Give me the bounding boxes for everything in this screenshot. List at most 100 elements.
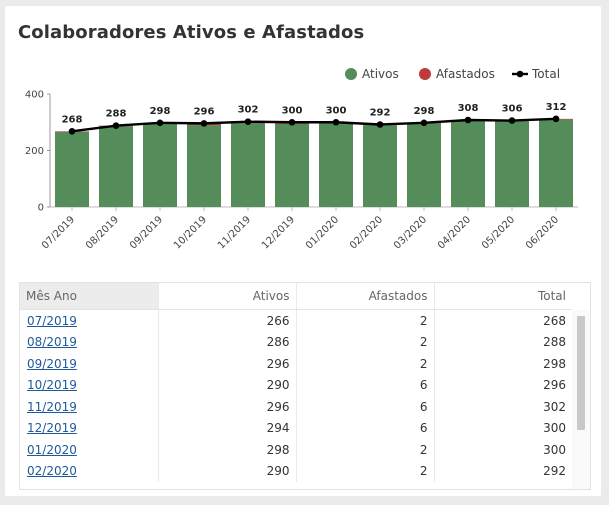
cell-ativos: 296	[157, 353, 296, 375]
cell-afastados: 2	[295, 460, 434, 482]
bar-ativos	[99, 126, 133, 207]
cell-mes-ano: 07/2019	[20, 310, 158, 332]
total-data-label: 308	[458, 103, 479, 114]
total-data-label: 298	[150, 106, 171, 117]
column-header-mes-ano[interactable]: Mês Ano	[20, 283, 158, 310]
cell-afastados: 6	[295, 396, 434, 418]
total-point	[508, 117, 516, 124]
bar-ativos	[187, 125, 221, 207]
month-link[interactable]: 02/2020	[27, 464, 77, 479]
legend-ativos-marker	[345, 68, 357, 80]
bar-ativos	[495, 121, 529, 207]
x-tick-label: 10/2019	[172, 214, 209, 251]
cell-mes-ano: 01/2020	[20, 439, 158, 461]
cell-mes-ano: 11/2019	[20, 396, 158, 418]
bar-ativos	[55, 131, 89, 207]
cell-afastados: 2	[295, 331, 434, 353]
bar-ativos	[407, 123, 441, 207]
total-point	[200, 120, 208, 127]
table-row: 07/2019 266 2 268	[20, 309, 572, 332]
cell-ativos: 298	[157, 439, 296, 461]
total-data-label: 300	[282, 105, 303, 116]
column-header-afastados[interactable]: Afastados	[295, 283, 434, 310]
legend-ativos-label: Ativos	[362, 67, 399, 81]
cell-total: 300	[433, 417, 572, 439]
cell-afastados: 6	[295, 374, 434, 396]
y-tick-label: 200	[25, 146, 44, 157]
table-row: 02/2020 290 2 292	[20, 460, 572, 483]
total-data-label: 296	[194, 106, 215, 117]
cell-mes-ano: 02/2020	[20, 461, 158, 483]
legend-total-marker	[516, 70, 524, 78]
cell-mes-ano: 10/2019	[20, 375, 158, 397]
chart-title: Colaboradores Ativos e Afastados	[18, 22, 365, 43]
month-link[interactable]: 10/2019	[27, 378, 77, 393]
cell-mes-ano: 08/2019	[20, 332, 158, 354]
cell-total: 298	[433, 353, 572, 375]
column-header-ativos[interactable]: Ativos	[157, 283, 296, 310]
cell-mes-ano: 09/2019	[20, 353, 158, 375]
cell-total: 296	[433, 374, 572, 396]
x-tick-label: 12/2019	[260, 214, 297, 251]
legend-total-label: Total	[531, 67, 560, 81]
total-data-label: 306	[502, 104, 523, 115]
month-link[interactable]: 07/2019	[27, 313, 77, 328]
month-link[interactable]: 11/2019	[27, 399, 77, 414]
x-tick-label: 08/2019	[84, 214, 121, 251]
cell-total: 288	[433, 331, 572, 353]
x-tick-label: 11/2019	[216, 214, 253, 251]
cell-afastados: 2	[295, 309, 434, 332]
cell-ativos: 294	[157, 417, 296, 439]
table-scrollbar-thumb[interactable]	[577, 316, 585, 430]
total-point	[332, 118, 340, 126]
x-tick-label: 04/2020	[436, 214, 473, 251]
total-point	[112, 122, 120, 129]
table-row: 09/2019 296 2 298	[20, 353, 572, 375]
x-tick-label: 06/2020	[524, 214, 561, 251]
month-link[interactable]: 12/2019	[27, 421, 77, 436]
table-row: 11/2019 296 6 302	[20, 396, 572, 418]
x-tick-label: 03/2020	[392, 214, 429, 251]
legend-afastados-marker	[419, 68, 431, 80]
bar-ativos	[275, 123, 309, 207]
bar-ativos	[319, 122, 353, 207]
total-point	[420, 119, 428, 127]
total-point	[552, 115, 560, 123]
month-link[interactable]: 01/2020	[27, 442, 77, 457]
x-tick-label: 05/2020	[480, 214, 517, 251]
table-header-row: Mês Ano Ativos Afastados Total	[20, 283, 572, 310]
bar-line-chart: 0 200 400 07/2019 08/2019 09/2019 10/2019 11/20…	[25, 67, 578, 251]
cell-total: 268	[433, 309, 572, 332]
month-link[interactable]: 09/2019	[27, 356, 77, 371]
legend-afastados-label: Afastados	[436, 67, 495, 81]
cell-afastados: 2	[295, 439, 434, 461]
table-row: 08/2019 286 2 288	[20, 331, 572, 354]
x-tick-label: 01/2020	[304, 214, 341, 251]
total-data-label: 312	[546, 102, 567, 113]
x-tick-label: 07/2019	[40, 214, 77, 251]
cell-afastados: 2	[295, 353, 434, 375]
month-link[interactable]: 08/2019	[27, 335, 77, 350]
total-data-label: 302	[238, 105, 259, 116]
total-data-label: 300	[326, 105, 347, 116]
data-table: Mês Ano Ativos Afastados Total 07/2019 26…	[19, 282, 591, 490]
cell-ativos: 266	[157, 309, 296, 332]
total-data-label: 288	[106, 109, 127, 120]
bar-ativos	[363, 125, 397, 207]
total-line	[71, 117, 557, 133]
cell-mes-ano: 12/2019	[20, 418, 158, 440]
total-data-label: 298	[414, 106, 435, 117]
total-point	[244, 118, 252, 125]
x-tick-label: 09/2019	[128, 214, 165, 251]
table-row: 10/2019 290 6 296	[20, 374, 572, 397]
cell-total: 300	[433, 439, 572, 461]
total-point	[68, 127, 76, 135]
total-point	[376, 121, 384, 128]
cell-total: 302	[433, 396, 572, 418]
y-tick-label: 400	[25, 90, 44, 101]
column-header-total[interactable]: Total	[433, 283, 572, 310]
bar-ativos	[451, 120, 485, 207]
x-tick-label: 02/2020	[348, 214, 385, 251]
cell-afastados: 6	[295, 417, 434, 439]
cell-ativos: 286	[157, 331, 296, 353]
